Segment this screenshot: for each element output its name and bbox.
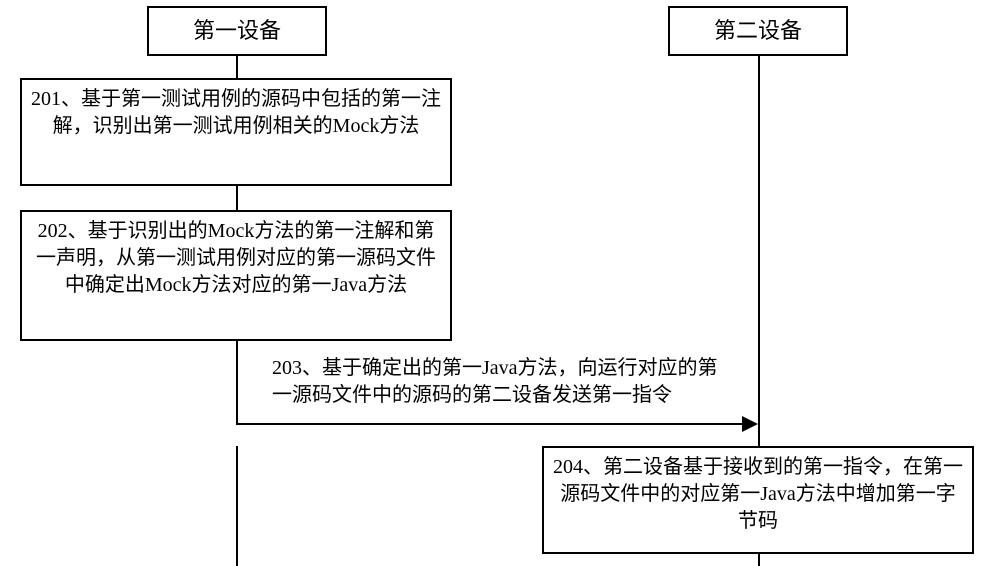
step-202: 202、基于识别出的Mock方法的第一注解和第一声明，从第一测试用例对应的第一源… [20, 210, 452, 341]
step-201: 201、基于第一测试用例的源码中包括的第一注解，识别出第一测试用例相关的Mock… [20, 78, 452, 186]
step-204: 204、第二设备基于接收到的第一指令，在第一源码文件中的对应第一Java方法中增… [542, 446, 974, 554]
step-text: 204、第二设备基于接收到的第一指令，在第一源码文件中的对应第一Java方法中增… [552, 454, 964, 535]
lifeline-device1-seg2 [236, 186, 238, 210]
participant-label: 第二设备 [714, 16, 802, 46]
lifeline-device1-seg3 [236, 341, 238, 424]
message-text: 203、基于确定出的第一Java方法，向运行对应的第一源码文件中的源码的第二设备… [272, 357, 718, 406]
step-text: 201、基于第一测试用例的源码中包括的第一注解，识别出第一测试用例相关的Mock… [30, 86, 442, 140]
participant-device-2: 第二设备 [668, 6, 848, 56]
message-203-label: 203、基于确定出的第一Java方法，向运行对应的第一源码文件中的源码的第二设备… [272, 355, 732, 409]
lifeline-device1-seg1 [236, 56, 238, 78]
participant-device-1: 第一设备 [147, 6, 327, 56]
lifeline-device2-end [758, 554, 760, 566]
diagram-canvas: 第一设备 第二设备 201、基于第一测试用例的源码中包括的第一注解，识别出第一测… [0, 0, 1000, 566]
participant-label: 第一设备 [193, 16, 281, 46]
message-203-arrow-line [236, 423, 742, 425]
lifeline-device1-end [236, 446, 238, 566]
step-text: 202、基于识别出的Mock方法的第一注解和第一声明，从第一测试用例对应的第一源… [30, 218, 442, 299]
lifeline-device2-seg1 [758, 56, 760, 446]
message-203-arrow-head [742, 416, 758, 432]
